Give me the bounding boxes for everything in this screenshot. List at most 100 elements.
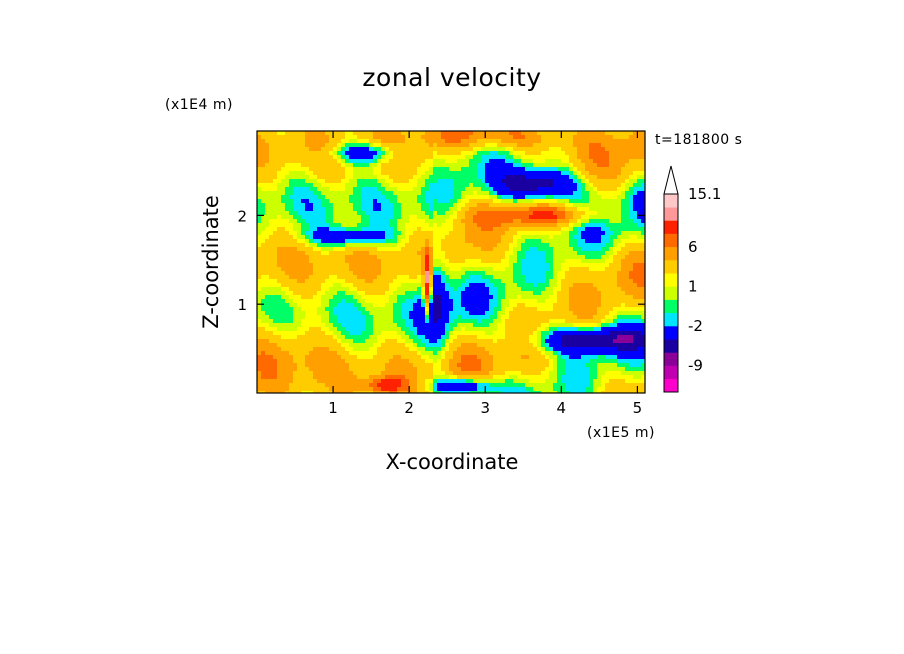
field-cell [581, 211, 586, 216]
field-cell [493, 215, 498, 220]
field-cell [641, 207, 645, 212]
field-cell [345, 159, 350, 164]
field-cell [557, 327, 562, 332]
field-cell [353, 335, 358, 340]
field-cell [545, 267, 550, 272]
field-cell [353, 219, 358, 224]
field-cell [405, 163, 410, 168]
field-cell [313, 219, 318, 224]
field-cell [629, 187, 634, 192]
field-cell [421, 155, 426, 160]
field-cell [453, 219, 458, 224]
field-cell [425, 199, 430, 204]
field-cell [289, 283, 294, 288]
field-cell [317, 327, 322, 332]
field-cell [509, 143, 514, 148]
field-cell [457, 131, 462, 136]
field-cell [565, 179, 570, 184]
field-cell [501, 291, 506, 296]
field-cell [277, 215, 282, 220]
field-cell [313, 167, 318, 172]
field-cell [433, 199, 438, 204]
field-cell [505, 319, 510, 324]
field-cell [529, 139, 534, 144]
field-cell [585, 163, 590, 168]
field-cell [541, 183, 546, 188]
field-cell [617, 259, 622, 264]
field-cell [293, 191, 298, 196]
field-cell [269, 327, 274, 332]
field-cell [473, 211, 478, 216]
field-cell [329, 323, 334, 328]
field-cell [545, 243, 550, 248]
field-cell [521, 227, 526, 232]
field-cell [521, 163, 526, 168]
field-cell [281, 263, 286, 268]
field-cell [381, 155, 386, 160]
field-cell [333, 191, 338, 196]
field-cell [285, 291, 290, 296]
field-cell [517, 167, 522, 172]
field-cell [609, 187, 614, 192]
field-cell [605, 255, 610, 260]
field-cell [605, 279, 610, 284]
field-cell [601, 187, 606, 192]
field-cell [409, 259, 414, 264]
field-cell [529, 243, 534, 248]
field-cell [457, 315, 462, 320]
field-cell [433, 219, 438, 224]
field-cell [305, 335, 310, 340]
field-cell [289, 199, 294, 204]
field-cell [509, 175, 514, 180]
field-cell [469, 135, 474, 140]
field-cell [633, 251, 638, 256]
field-cell [305, 307, 310, 312]
field-cell [489, 331, 494, 336]
field-cell [601, 167, 606, 172]
field-cell [469, 315, 474, 320]
field-cell [529, 307, 534, 312]
field-cell [525, 307, 530, 312]
field-cell [441, 271, 446, 276]
field-cell [297, 299, 302, 304]
field-cell [541, 275, 546, 280]
field-cell [569, 183, 574, 188]
field-cell [529, 295, 534, 300]
field-cell [577, 287, 582, 292]
field-cell [449, 279, 454, 284]
field-cell [629, 179, 634, 184]
field-cell [337, 307, 342, 312]
field-cell [361, 199, 366, 204]
field-cell [481, 211, 486, 216]
field-cell [401, 227, 406, 232]
field-cell [601, 179, 606, 184]
field-cell [521, 251, 526, 256]
field-cell [369, 239, 374, 244]
field-cell [345, 215, 350, 220]
field-cell [545, 235, 550, 240]
field-cell [489, 151, 494, 156]
field-cell [489, 187, 494, 192]
field-cell [289, 275, 294, 280]
field-cell [429, 175, 434, 180]
field-cell [257, 227, 262, 232]
field-cell [461, 159, 466, 164]
field-cell [633, 307, 638, 312]
field-cell [293, 299, 298, 304]
field-cell [509, 219, 514, 224]
field-cell [413, 267, 418, 272]
field-cell [493, 295, 498, 300]
field-cell [481, 171, 486, 176]
field-cell [605, 259, 610, 264]
field-cell [317, 227, 322, 232]
field-cell [605, 139, 610, 144]
field-cell [373, 167, 378, 172]
field-cell [529, 171, 534, 176]
field-cell [517, 171, 522, 176]
field-cell [261, 183, 266, 188]
field-cell [425, 179, 430, 184]
field-cell [585, 307, 590, 312]
field-cell [301, 311, 306, 316]
field-cell [297, 147, 302, 152]
field-cell [285, 231, 290, 236]
